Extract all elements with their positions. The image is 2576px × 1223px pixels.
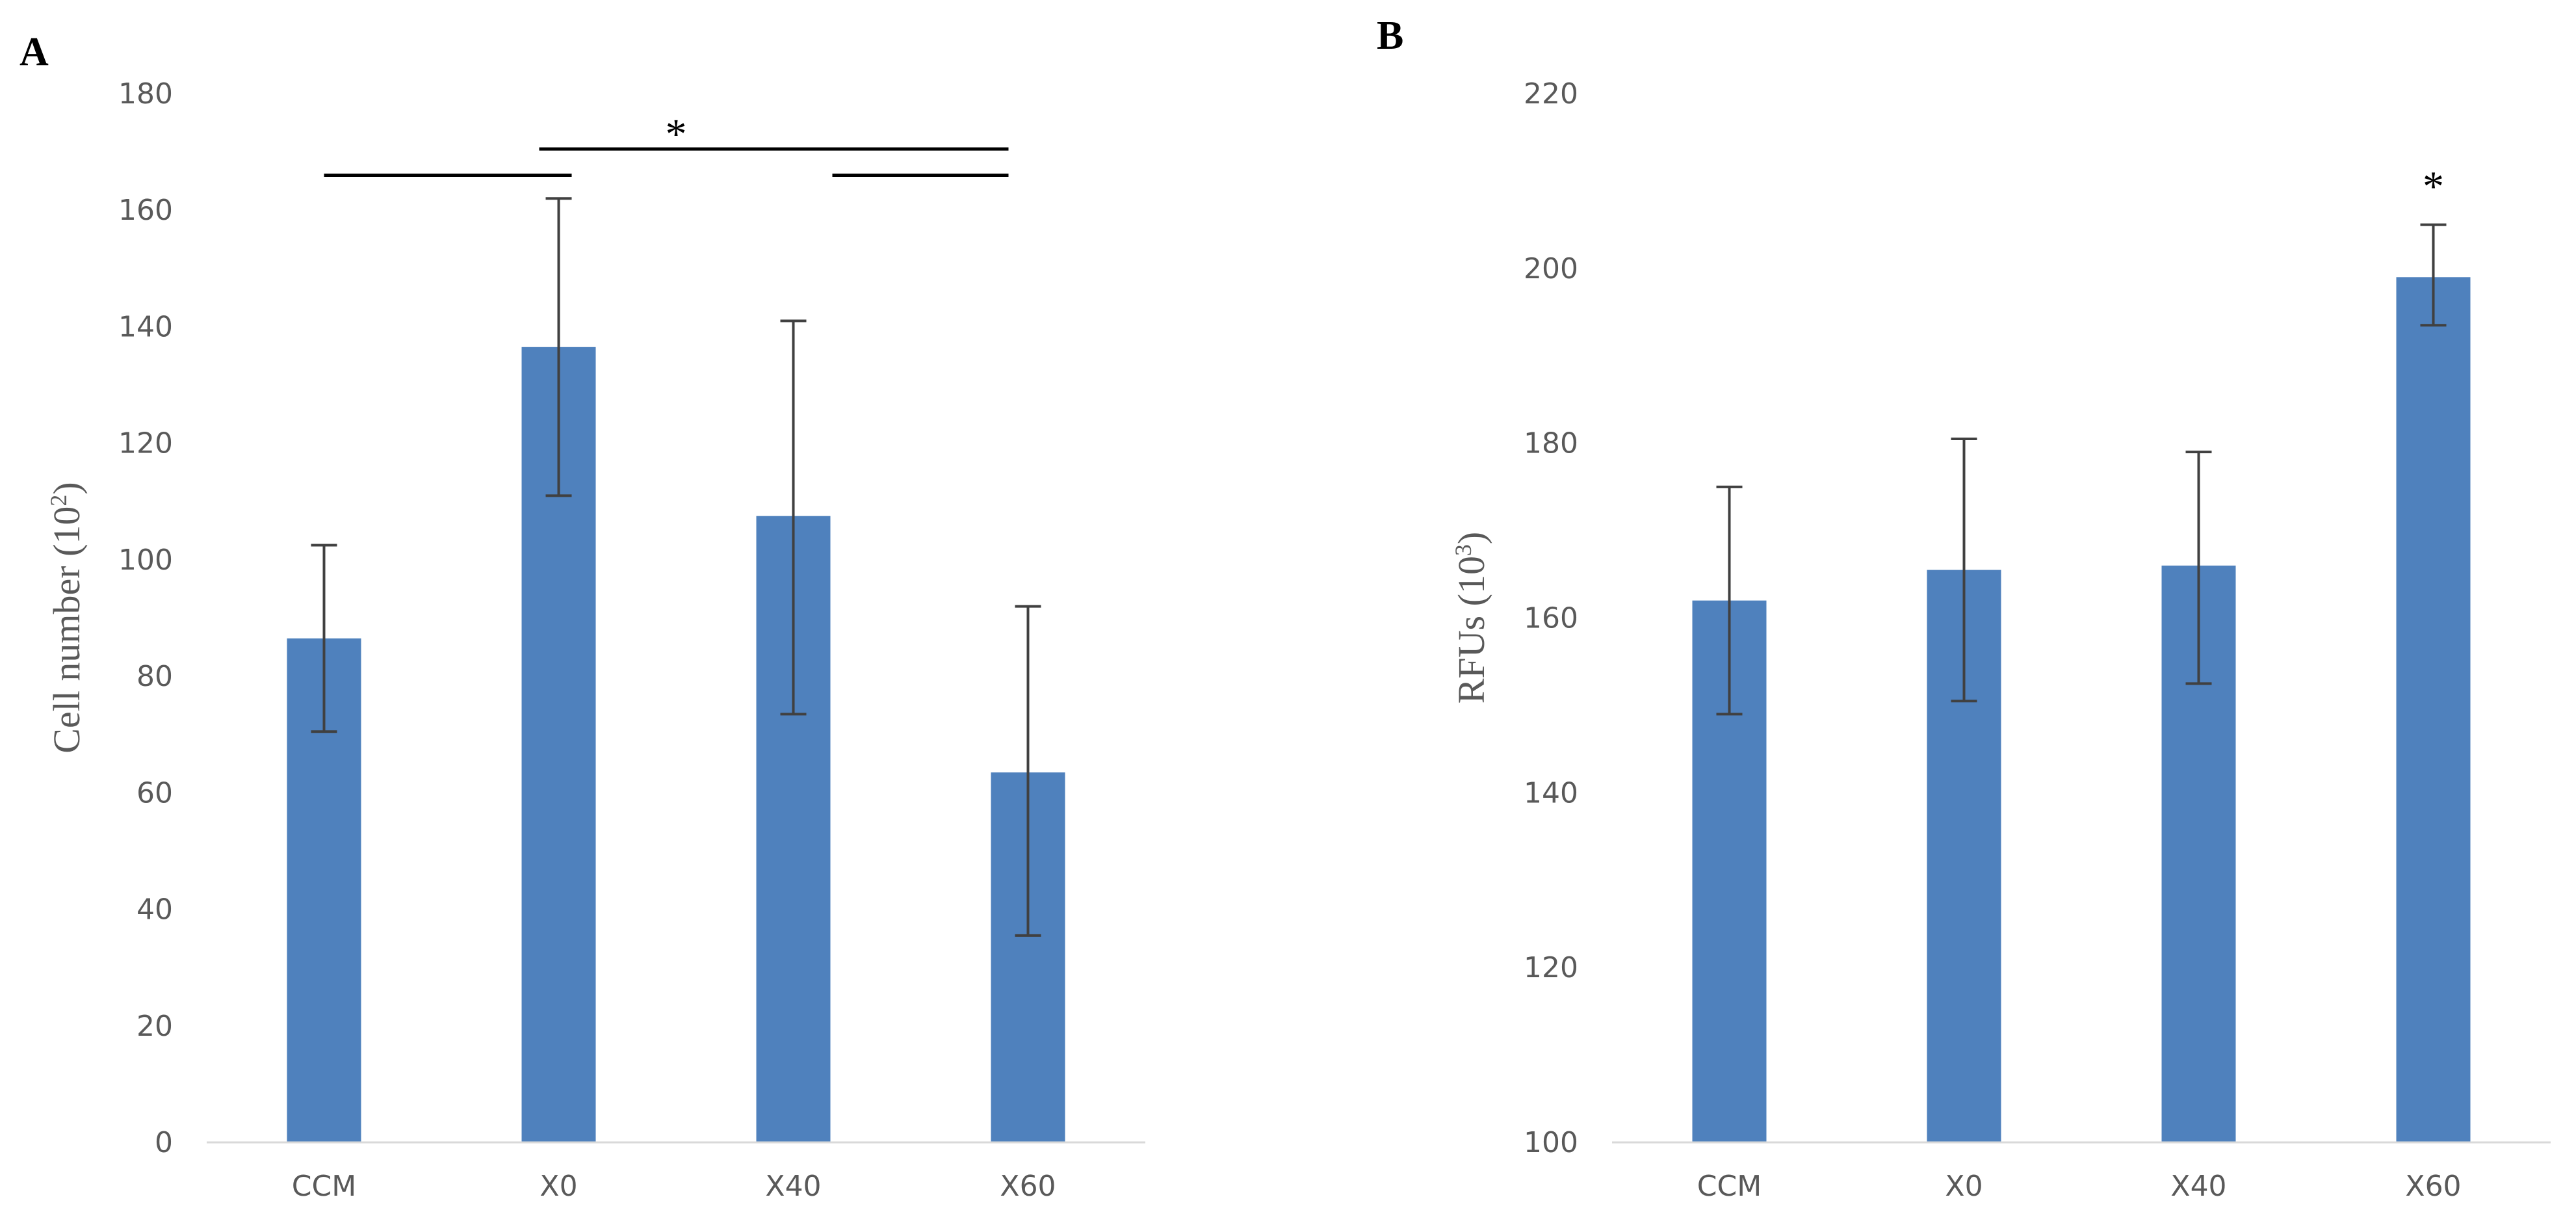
panel-label-a: A	[20, 30, 49, 74]
x-tick-label-ccm: CCM	[292, 1170, 356, 1203]
x-tick-label-x40: X40	[765, 1170, 821, 1203]
y-tick-label: 60	[137, 776, 173, 809]
y-tick-label: 180	[118, 77, 173, 111]
x-tick-label-x60: X60	[1000, 1170, 1056, 1203]
error-bar-x40	[780, 319, 807, 716]
y-axis-title: RFUs (103)	[1450, 532, 1492, 704]
y-tick-label: 160	[1524, 602, 1578, 635]
y-tick-label: 120	[118, 427, 173, 460]
y-tick-label: 100	[1524, 1126, 1578, 1159]
x-tick-label-x0: X0	[1945, 1170, 1983, 1203]
y-axis-title: Cell number (102)	[46, 482, 88, 753]
y-tick-label: 40	[137, 893, 173, 927]
y-tick-label: 200	[1524, 252, 1578, 285]
y-tick-label: 100	[118, 544, 173, 577]
panel-b: B 100 120 140 160 180 200 220 RFUs (103) CCM X0 X40…	[1377, 14, 2551, 1203]
panel-label-b: B	[1377, 14, 1403, 58]
error-bar-x40	[2185, 451, 2212, 685]
y-tick-label: 140	[118, 310, 173, 343]
error-bar-x0	[545, 197, 572, 497]
error-bar-x0	[1951, 437, 1977, 703]
error-bar-x60	[1015, 605, 1041, 937]
panel-a: A 0 20 40 60 80 100 120 140 160 180 Cell number (10…	[20, 30, 1145, 1203]
bar-x60	[2396, 277, 2471, 1142]
x-tick-label-x40: X40	[2170, 1170, 2226, 1203]
x-tick-label-ccm: CCM	[1697, 1170, 1762, 1203]
y-tick-label: 80	[137, 660, 173, 693]
y-tick-label: 140	[1524, 776, 1578, 809]
error-bar-ccm	[1716, 485, 1743, 716]
y-tick-label: 160	[118, 194, 173, 227]
y-tick-label: 20	[137, 1010, 173, 1043]
x-tick-label-x0: X0	[540, 1170, 577, 1203]
significance-star: *	[666, 111, 687, 158]
y-tick-label: 220	[1524, 77, 1578, 111]
error-bar-ccm	[311, 544, 337, 733]
y-tick-label: 0	[155, 1126, 173, 1159]
significance-star: *	[2423, 163, 2444, 210]
error-bar-x60	[2420, 223, 2447, 327]
x-tick-label-x60: X60	[2405, 1170, 2461, 1203]
y-tick-label: 120	[1524, 951, 1578, 984]
y-tick-label: 180	[1524, 427, 1578, 460]
